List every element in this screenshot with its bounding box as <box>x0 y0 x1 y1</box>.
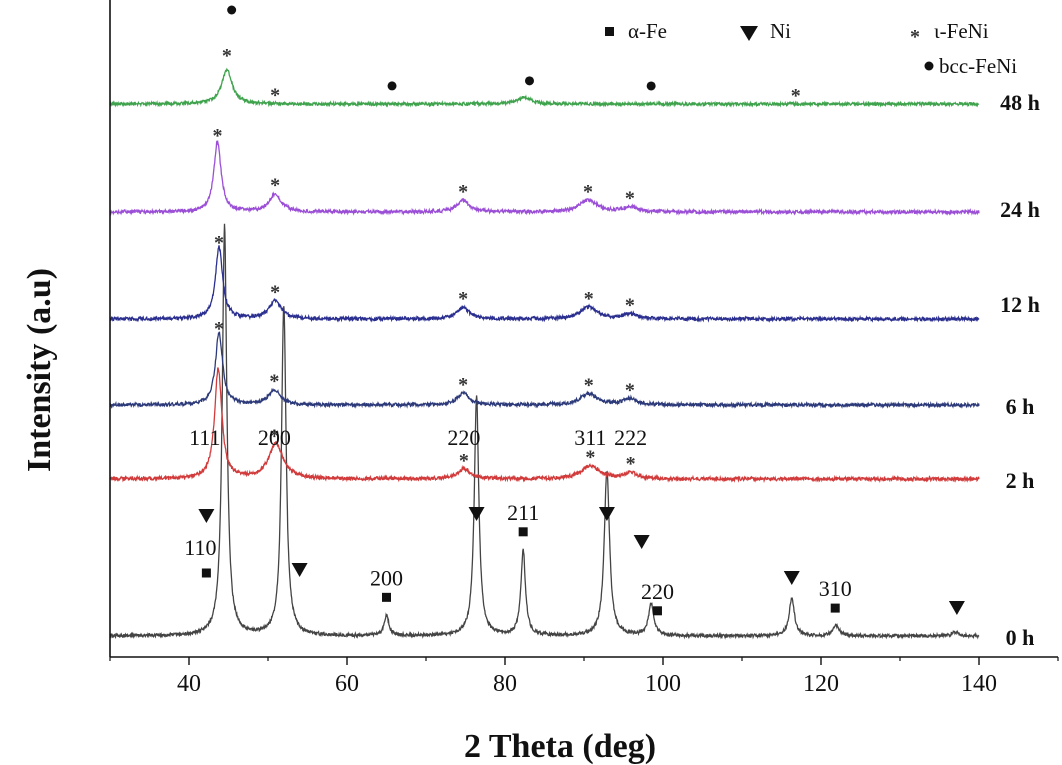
series-line-0h <box>109 223 980 640</box>
x-tick-label-120: 120 <box>803 671 839 697</box>
legend-bcc-feni-circle-icon <box>924 61 934 71</box>
hkl-label-0h-3: 200 <box>370 565 403 590</box>
peak-marker-0h-5-square-icon <box>518 527 528 537</box>
peak-marker-0h-10-square-icon <box>830 603 840 613</box>
peak-marker-48h-33-circle-icon <box>227 5 237 15</box>
peak-marker-24h-30-star-icon: * <box>583 181 593 203</box>
series-label-12h: 12 h <box>1000 292 1040 317</box>
x-tick-label-40: 40 <box>177 671 201 697</box>
series-label-2h: 2 h <box>1006 468 1035 493</box>
hkl-label-2h-12: 111 <box>189 425 220 450</box>
legend-alpha-fe-label: α-Fe <box>628 19 667 43</box>
legend: α-Fe Ni * ι-FeNi bcc-FeNi <box>605 19 1017 78</box>
hkl-label-2h-16: 222 <box>614 425 647 450</box>
xrd-traces: 0 h 2 h 6 h 12 h 24 h 48 h <box>109 67 1040 650</box>
peak-marker-12h-23-star-icon: * <box>270 282 280 304</box>
peak-marker-6h-21-star-icon: * <box>625 379 635 401</box>
peak-marker-12h-24-star-icon: * <box>458 288 468 310</box>
series-line-24h <box>109 139 980 217</box>
peak-marker-12h-26-star-icon: * <box>625 294 635 316</box>
peak-marker-6h-20-star-icon: * <box>584 375 594 397</box>
peak-marker-48h-37-circle-icon <box>646 81 656 91</box>
hkl-label-2h-15: 311 <box>574 425 606 450</box>
peak-marker-6h-18-star-icon: * <box>269 371 279 393</box>
peak-marker-6h-19-star-icon: * <box>458 374 468 396</box>
peak-marker-48h-35-circle-icon <box>387 81 397 91</box>
peak-marker-0h-9-triangle-icon <box>783 571 800 585</box>
y-axis-title: Intensity (a.u) <box>21 268 58 472</box>
peak-marker-0h-1-triangle-icon <box>198 509 215 523</box>
peak-marker-0h-0-square-icon <box>201 568 211 578</box>
series-label-24h: 24 h <box>1000 197 1040 222</box>
x-tick-label-140: 140 <box>961 671 997 697</box>
peak-marker-0h-6-triangle-icon <box>598 507 615 521</box>
x-axis-title: 2 Theta (deg) <box>464 728 656 765</box>
legend-bcc-feni-label: bcc-FeNi <box>939 54 1017 78</box>
legend-ifeni-label: ι-FeNi <box>934 19 989 43</box>
peak-marker-0h-11-triangle-icon <box>948 601 965 615</box>
peak-marker-48h-32-star-icon: * <box>222 45 232 67</box>
peak-marker-2h-14-star-icon: * <box>459 450 469 472</box>
series-line-6h <box>109 331 980 410</box>
hkl-label-0h-5: 211 <box>507 500 539 525</box>
peak-marker-2h-13-star-icon: * <box>269 425 279 447</box>
hkl-label-0h-10: 310 <box>819 576 852 601</box>
x-tick-label-80: 80 <box>493 671 517 697</box>
series-line-12h <box>109 245 980 323</box>
peak-marker-48h-38-star-icon: * <box>791 85 801 107</box>
peak-marker-0h-4-triangle-icon <box>468 507 485 521</box>
peak-marker-48h-34-star-icon: * <box>270 84 280 106</box>
peak-marker-2h-16-star-icon: * <box>626 453 636 475</box>
x-tick-label-60: 60 <box>335 671 359 697</box>
axes: 40 60 80 100 120 140 <box>109 0 1059 697</box>
peak-marker-24h-29-star-icon: * <box>458 181 468 203</box>
peak-marker-48h-36-circle-icon <box>524 76 534 86</box>
legend-ni-triangle-icon <box>740 26 758 41</box>
peak-marker-24h-31-star-icon: * <box>625 187 635 209</box>
series-line-48h <box>109 67 980 108</box>
peak-marker-6h-17-star-icon: * <box>214 318 224 340</box>
hkl-label-0h-0: 110 <box>184 535 216 560</box>
series-line-2h <box>109 367 980 484</box>
hkl-label-2h-14: 220 <box>447 425 480 450</box>
series-label-6h: 6 h <box>1006 394 1035 419</box>
peak-marker-12h-25-star-icon: * <box>584 288 594 310</box>
peak-marker-0h-7-triangle-icon <box>633 535 650 549</box>
peak-marker-24h-28-star-icon: * <box>270 175 280 197</box>
legend-alpha-fe-square-icon <box>605 27 614 36</box>
peak-marker-0h-3-square-icon <box>382 592 391 602</box>
peak-marker-2h-15-star-icon: * <box>585 447 595 469</box>
series-label-48h: 48 h <box>1000 90 1040 115</box>
hkl-label-2h-13: 200 <box>258 425 291 450</box>
legend-ifeni-star-icon: * <box>910 26 920 48</box>
peak-marker-0h-8-square-icon <box>652 606 662 616</box>
peak-marker-24h-27-star-icon: * <box>212 125 222 147</box>
series-label-0h: 0 h <box>1006 625 1035 650</box>
peak-marker-0h-2-triangle-icon <box>291 563 308 577</box>
hkl-label-0h-8: 220 <box>641 579 674 604</box>
legend-ni-label: Ni <box>770 19 791 43</box>
peak-marker-12h-22-star-icon: * <box>214 232 224 254</box>
x-tick-label-100: 100 <box>645 671 681 697</box>
